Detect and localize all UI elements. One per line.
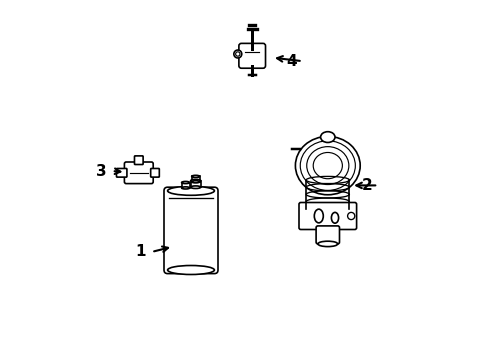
- Ellipse shape: [191, 179, 201, 182]
- FancyBboxPatch shape: [239, 44, 266, 68]
- FancyBboxPatch shape: [164, 187, 218, 274]
- FancyBboxPatch shape: [134, 156, 143, 165]
- Polygon shape: [191, 181, 201, 187]
- Polygon shape: [192, 176, 199, 182]
- Ellipse shape: [182, 181, 190, 184]
- Ellipse shape: [295, 136, 360, 195]
- FancyBboxPatch shape: [299, 203, 357, 230]
- Ellipse shape: [168, 266, 215, 275]
- Ellipse shape: [168, 186, 215, 195]
- Ellipse shape: [320, 132, 335, 143]
- Ellipse shape: [234, 50, 242, 58]
- FancyBboxPatch shape: [151, 168, 159, 177]
- Ellipse shape: [182, 187, 190, 189]
- Ellipse shape: [236, 52, 240, 56]
- Ellipse shape: [347, 212, 355, 220]
- Ellipse shape: [191, 186, 201, 189]
- Ellipse shape: [192, 175, 199, 177]
- Ellipse shape: [314, 209, 323, 223]
- Text: 2: 2: [362, 178, 373, 193]
- FancyBboxPatch shape: [117, 168, 127, 177]
- FancyBboxPatch shape: [124, 162, 153, 184]
- Ellipse shape: [318, 241, 338, 247]
- Ellipse shape: [192, 181, 199, 183]
- Text: 1: 1: [135, 244, 146, 260]
- FancyBboxPatch shape: [316, 226, 340, 244]
- Text: 3: 3: [96, 163, 106, 179]
- Ellipse shape: [331, 212, 339, 223]
- Polygon shape: [182, 183, 190, 188]
- Text: 4: 4: [287, 54, 297, 69]
